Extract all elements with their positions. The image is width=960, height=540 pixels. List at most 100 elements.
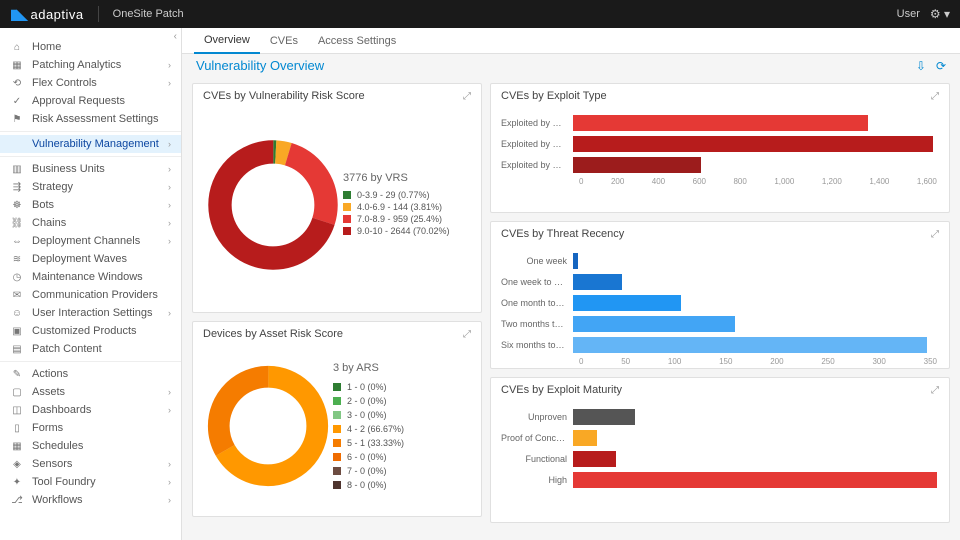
bar-axis: 050100150200250300350	[579, 355, 937, 366]
nav-icon: ▥	[10, 164, 24, 175]
nav-label: Patching Analytics	[32, 59, 168, 71]
sidebar-item[interactable]: ▤ Patch Content	[0, 340, 181, 358]
vrs-total: 3776 by VRS	[343, 172, 450, 184]
nav-icon: ≋	[10, 254, 24, 265]
bar-row: Exploited by Mal…	[501, 133, 937, 154]
sidebar-item[interactable]: ⌂ Home	[0, 38, 181, 56]
nav-label: Risk Assessment Settings	[32, 113, 171, 125]
sidebar-item[interactable]: ⟲ Flex Controls ›	[0, 74, 181, 92]
bar-row: One week to one …	[501, 271, 937, 292]
sidebar-item[interactable]: ✓ Approval Requests	[0, 92, 181, 110]
bar-row: Exploited by Oth…	[501, 154, 937, 175]
sidebar-item[interactable]: ▦ Schedules	[0, 437, 181, 455]
vrs-legend: 3776 by VRS 0-3.9 - 29 (0.77%)4.0-6.9 - …	[343, 172, 450, 238]
nav-icon: ⟲	[10, 78, 24, 89]
nav-label: Sensors	[32, 458, 168, 470]
tab[interactable]: Access Settings	[308, 28, 406, 54]
card-exploit-type: CVEs by Exploit Type ⤢ Exploited by Fra……	[490, 83, 950, 213]
nav-icon: ◫	[10, 405, 24, 416]
nav-label: Actions	[32, 368, 171, 380]
sidebar-item[interactable]: ✎ Actions	[0, 365, 181, 383]
sidebar-item[interactable]: ▯ Forms	[0, 419, 181, 437]
nav-icon: ☺	[10, 308, 24, 319]
sidebar-item[interactable]: ✦ Tool Foundry ›	[0, 473, 181, 491]
sidebar-item[interactable]: ⛓ Chains ›	[0, 214, 181, 232]
nav-label: Forms	[32, 422, 171, 434]
gear-icon[interactable]: ⚙ ▾	[930, 7, 950, 21]
legend-item: 1 - 0 (0%)	[333, 382, 404, 392]
legend-item: 2 - 0 (0%)	[333, 396, 404, 406]
sidebar-item[interactable]: ⚑ Risk Assessment Settings	[0, 110, 181, 128]
card-threat-recency: CVEs by Threat Recency ⤢ One weekOne wee…	[490, 221, 950, 369]
main: OverviewCVEsAccess Settings Vulnerabilit…	[182, 28, 960, 540]
nav-label: Deployment Channels	[32, 235, 168, 247]
card-ars: Devices by Asset Risk Score ⤢ 3 by ARS 1…	[192, 321, 482, 517]
card-title: CVEs by Exploit Type	[501, 90, 931, 102]
sidebar-item[interactable]: ≋ Deployment Waves	[0, 250, 181, 268]
legend-item: 9.0-10 - 2644 (70.02%)	[343, 226, 450, 236]
nav-label: Vulnerability Management	[32, 138, 168, 150]
sidebar-item[interactable]: ◷ Maintenance Windows	[0, 268, 181, 286]
sidebar-item[interactable]: ▢ Assets ›	[0, 383, 181, 401]
chevron-right-icon: ›	[168, 405, 171, 415]
legend-item: 7.0-8.9 - 959 (25.4%)	[343, 214, 450, 224]
legend-item: 5 - 1 (33.33%)	[333, 438, 404, 448]
legend-item: 3 - 0 (0%)	[333, 410, 404, 420]
refresh-icon[interactable]: ⟳	[936, 59, 946, 73]
nav-label: Maintenance Windows	[32, 271, 171, 283]
sidebar-item[interactable]: ◈ Sensors ›	[0, 455, 181, 473]
sidebar-item[interactable]: ⇶ Strategy ›	[0, 178, 181, 196]
tab[interactable]: CVEs	[260, 28, 308, 54]
topbar: ▮◣ adaptiva OneSite Patch User ⚙ ▾	[0, 0, 960, 28]
nav-label: Workflows	[32, 494, 168, 506]
ars-total: 3 by ARS	[333, 362, 404, 374]
brand-logo: ▮◣ adaptiva	[10, 6, 84, 23]
card-exploit-maturity: CVEs by Exploit Maturity ⤢ UnprovenProof…	[490, 377, 950, 523]
sidebar-item[interactable]: ☸ Bots ›	[0, 196, 181, 214]
legend-item: 8 - 0 (0%)	[333, 480, 404, 490]
bar-row: Six months to on…	[501, 334, 937, 355]
card-title: CVEs by Exploit Maturity	[501, 384, 931, 396]
sidebar-item[interactable]: ⇔ Deployment Channels ›	[0, 232, 181, 250]
legend-item: 4 - 2 (66.67%)	[333, 424, 404, 434]
nav-icon: ▤	[10, 344, 24, 355]
sidebar-item[interactable]: ⎇ Workflows ›	[0, 491, 181, 509]
card-title: CVEs by Threat Recency	[501, 228, 931, 240]
expand-icon[interactable]: ⤢	[931, 91, 939, 102]
chevron-right-icon: ›	[168, 200, 171, 210]
bar-row: Functional	[501, 448, 937, 469]
nav-label: Flex Controls	[32, 77, 168, 89]
chevron-right-icon: ›	[168, 218, 171, 228]
vrs-donut-chart	[203, 135, 343, 275]
expand-icon[interactable]: ⤢	[931, 229, 939, 240]
sidebar-item[interactable]: ☺ User Interaction Settings ›	[0, 304, 181, 322]
user-label[interactable]: User	[897, 8, 920, 20]
sidebar-item[interactable]: ▦ Patching Analytics ›	[0, 56, 181, 74]
bar-axis: 02004006008001,0001,2001,4001,600	[579, 175, 937, 186]
nav-icon: ▣	[10, 326, 24, 337]
chevron-right-icon: ›	[168, 164, 171, 174]
nav-icon: ◷	[10, 272, 24, 283]
sidebar: ‹ ⌂ Home ▦ Patching Analytics ›⟲ Flex Co…	[0, 28, 182, 540]
nav-icon: ◈	[10, 459, 24, 470]
ars-legend: 3 by ARS 1 - 0 (0%) 2 - 0 (0%) 3 - 0 (0%) 4…	[333, 362, 404, 490]
expand-icon[interactable]: ⤢	[463, 329, 471, 340]
expand-icon[interactable]: ⤢	[931, 385, 939, 396]
sidebar-item[interactable]: ◫ Dashboards ›	[0, 401, 181, 419]
sidebar-item[interactable]: ✉ Communication Providers	[0, 286, 181, 304]
tab[interactable]: Overview	[194, 28, 260, 54]
sidebar-item[interactable]: Vulnerability Management ›	[0, 135, 181, 153]
nav-label: User Interaction Settings	[32, 307, 168, 319]
expand-icon[interactable]: ⤢	[463, 91, 471, 102]
nav-icon: ⇶	[10, 182, 24, 193]
bar-row: Unproven	[501, 406, 937, 427]
chevron-right-icon: ›	[168, 139, 171, 149]
sidebar-item[interactable]: ▥ Business Units ›	[0, 160, 181, 178]
nav-icon: ▯	[10, 423, 24, 434]
nav-label: Business Units	[32, 163, 168, 175]
bar-row: One month to two…	[501, 292, 937, 313]
ars-donut-chart	[203, 361, 333, 491]
sidebar-item[interactable]: ▣ Customized Products	[0, 322, 181, 340]
bar-row: Two months to si…	[501, 313, 937, 334]
download-icon[interactable]: ⇩	[916, 59, 926, 73]
